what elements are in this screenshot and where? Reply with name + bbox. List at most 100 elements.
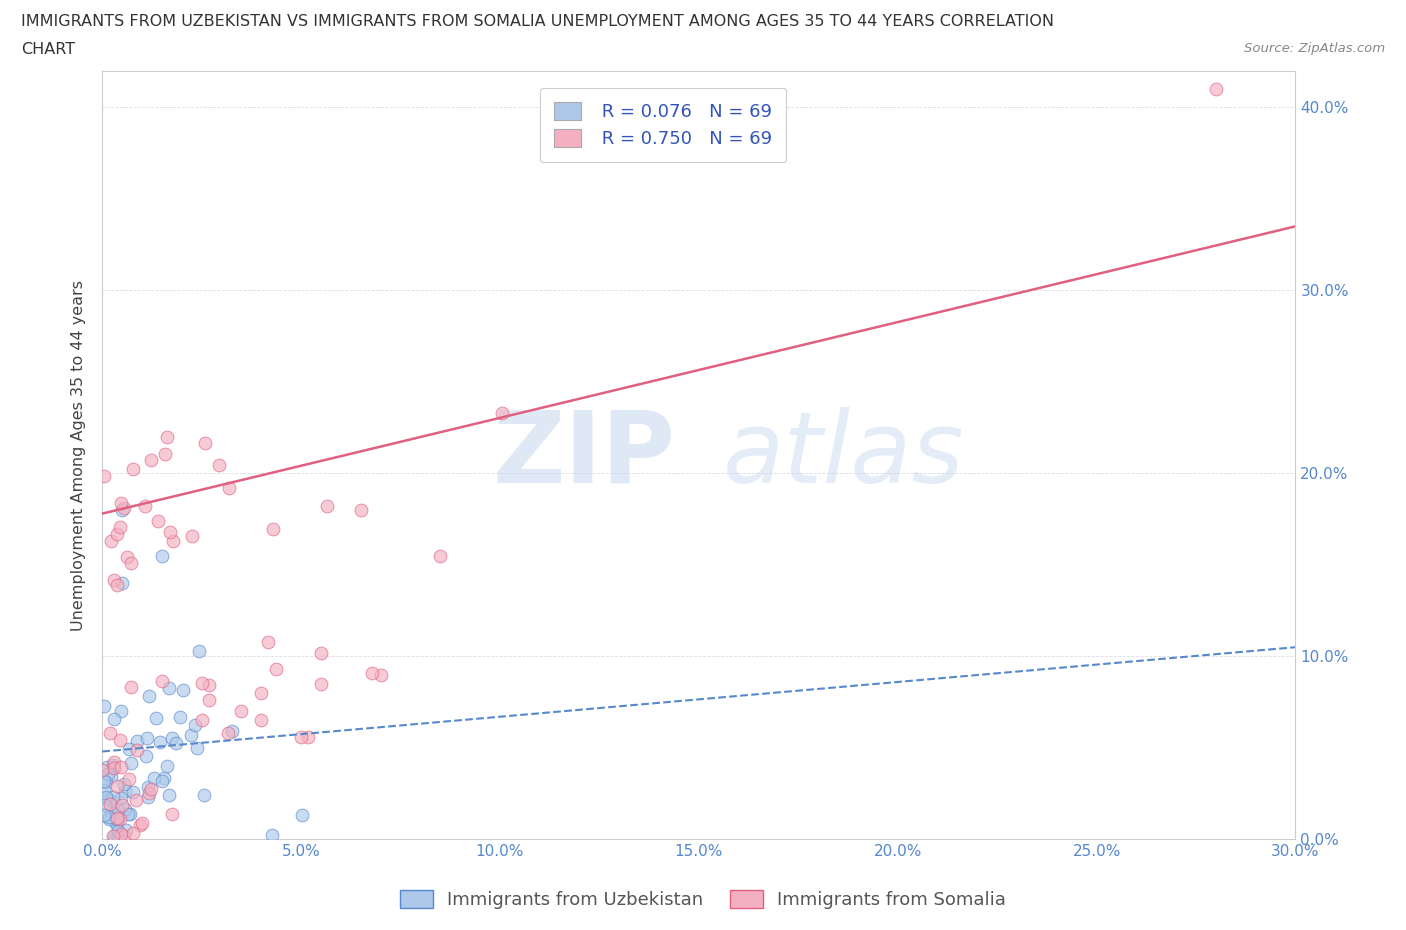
Point <box>97 766 120 781</box>
Point <box>107 829 129 844</box>
Point <box>156 759 179 774</box>
Point <box>110 827 132 842</box>
Point <box>162 731 184 746</box>
Text: CHART: CHART <box>21 42 75 57</box>
Point <box>156 430 179 445</box>
Point <box>370 667 392 682</box>
Point <box>100 804 122 819</box>
Point <box>103 761 125 776</box>
Point <box>110 790 132 805</box>
Point <box>181 528 204 543</box>
Point <box>96 775 118 790</box>
Point <box>105 813 128 828</box>
Point <box>135 731 157 746</box>
Point <box>108 812 131 827</box>
Point <box>110 760 132 775</box>
Point <box>111 797 134 812</box>
Point <box>208 458 231 472</box>
Point <box>110 496 132 511</box>
Point <box>316 499 339 514</box>
Point <box>101 757 124 772</box>
Point <box>114 783 136 798</box>
Point <box>162 533 184 548</box>
Point <box>107 803 129 817</box>
Point <box>125 733 148 748</box>
Point <box>115 550 138 565</box>
Point <box>103 828 125 843</box>
Point <box>93 698 115 713</box>
Point <box>96 760 118 775</box>
Point <box>350 502 373 517</box>
Point <box>98 809 121 824</box>
Text: IMMIGRANTS FROM UZBEKISTAN VS IMMIGRANTS FROM SOMALIA UNEMPLOYMENT AMONG AGES 35: IMMIGRANTS FROM UZBEKISTAN VS IMMIGRANTS… <box>21 14 1054 29</box>
Point <box>136 790 159 804</box>
Point <box>124 792 146 807</box>
Point <box>100 770 122 785</box>
Point <box>120 555 142 570</box>
Point <box>108 733 131 748</box>
Point <box>103 711 125 726</box>
Point <box>101 790 124 804</box>
Point <box>162 806 184 821</box>
Point <box>260 828 283 843</box>
Point <box>111 576 134 591</box>
Point <box>105 810 128 825</box>
Point <box>104 830 127 845</box>
Point <box>250 713 273 728</box>
Point <box>142 770 165 785</box>
Point <box>150 549 173 564</box>
Point <box>138 786 160 801</box>
Point <box>107 812 129 827</box>
Point <box>186 740 208 755</box>
Point <box>103 829 125 844</box>
Point <box>217 725 239 740</box>
Point <box>104 817 127 831</box>
Point <box>91 763 114 777</box>
Point <box>262 522 284 537</box>
Point <box>145 711 167 725</box>
Point <box>309 676 332 691</box>
Point <box>264 661 287 676</box>
Point <box>136 779 159 794</box>
Point <box>184 717 207 732</box>
Point <box>104 815 127 830</box>
Point <box>309 645 332 660</box>
Point <box>98 725 121 740</box>
Point <box>218 481 240 496</box>
Point <box>139 453 162 468</box>
Point <box>112 500 135 515</box>
Point <box>105 812 128 827</box>
Point <box>111 502 134 517</box>
Point <box>105 779 128 794</box>
Point <box>122 825 145 840</box>
Point <box>250 685 273 700</box>
Point <box>221 724 243 738</box>
Point <box>1205 82 1227 97</box>
Point <box>98 797 121 812</box>
Point <box>103 755 125 770</box>
Text: ZIP: ZIP <box>492 406 675 503</box>
Point <box>187 644 209 658</box>
Point <box>100 534 122 549</box>
Point <box>198 678 221 693</box>
Point <box>193 788 215 803</box>
Point <box>103 760 125 775</box>
Point <box>114 802 136 817</box>
Point <box>93 773 115 788</box>
Point <box>117 806 139 821</box>
Point <box>157 787 180 802</box>
Point <box>297 729 319 744</box>
Point <box>93 469 115 484</box>
Point <box>290 730 312 745</box>
Point <box>173 683 195 698</box>
Point <box>97 812 120 827</box>
Point <box>110 703 132 718</box>
Point <box>105 578 128 592</box>
Point <box>138 689 160 704</box>
Point <box>122 785 145 800</box>
Point <box>153 770 176 785</box>
Point <box>112 777 135 791</box>
Text: atlas: atlas <box>723 406 965 503</box>
Point <box>231 704 253 719</box>
Point <box>120 755 142 770</box>
